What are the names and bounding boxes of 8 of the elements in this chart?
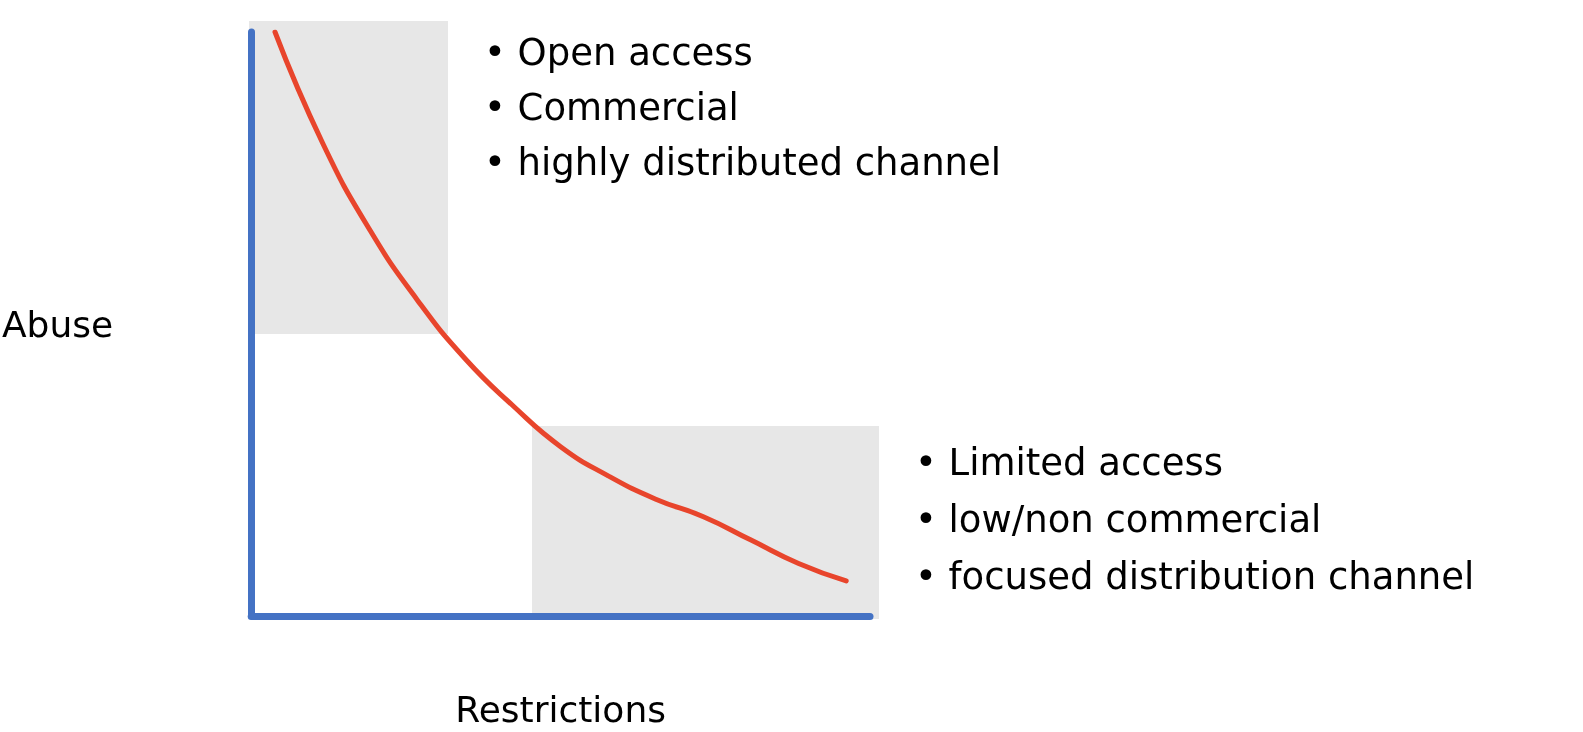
y-axis-title: Abuse — [2, 303, 114, 345]
annotation: • highly distributed channel — [484, 141, 1002, 184]
text: • low/non commercial — [915, 498, 1322, 541]
annotation: • Commercial — [484, 86, 739, 129]
text: • focused distribution channel — [915, 555, 1475, 598]
text: • Limited access — [915, 441, 1223, 484]
annotation: • Open access — [484, 31, 753, 74]
x-axis-title: Restrictions — [455, 688, 666, 730]
